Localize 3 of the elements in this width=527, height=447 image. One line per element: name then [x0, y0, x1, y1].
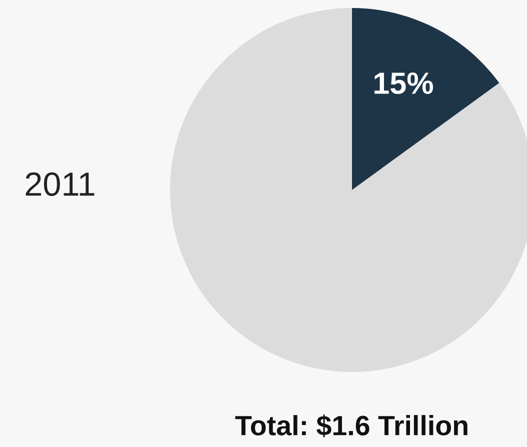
- text: 2011: [26, 172, 94, 196]
- data-label: 15%: [374, 72, 433, 94]
- text: Total: $1.6 Trillion: [235, 414, 468, 438]
